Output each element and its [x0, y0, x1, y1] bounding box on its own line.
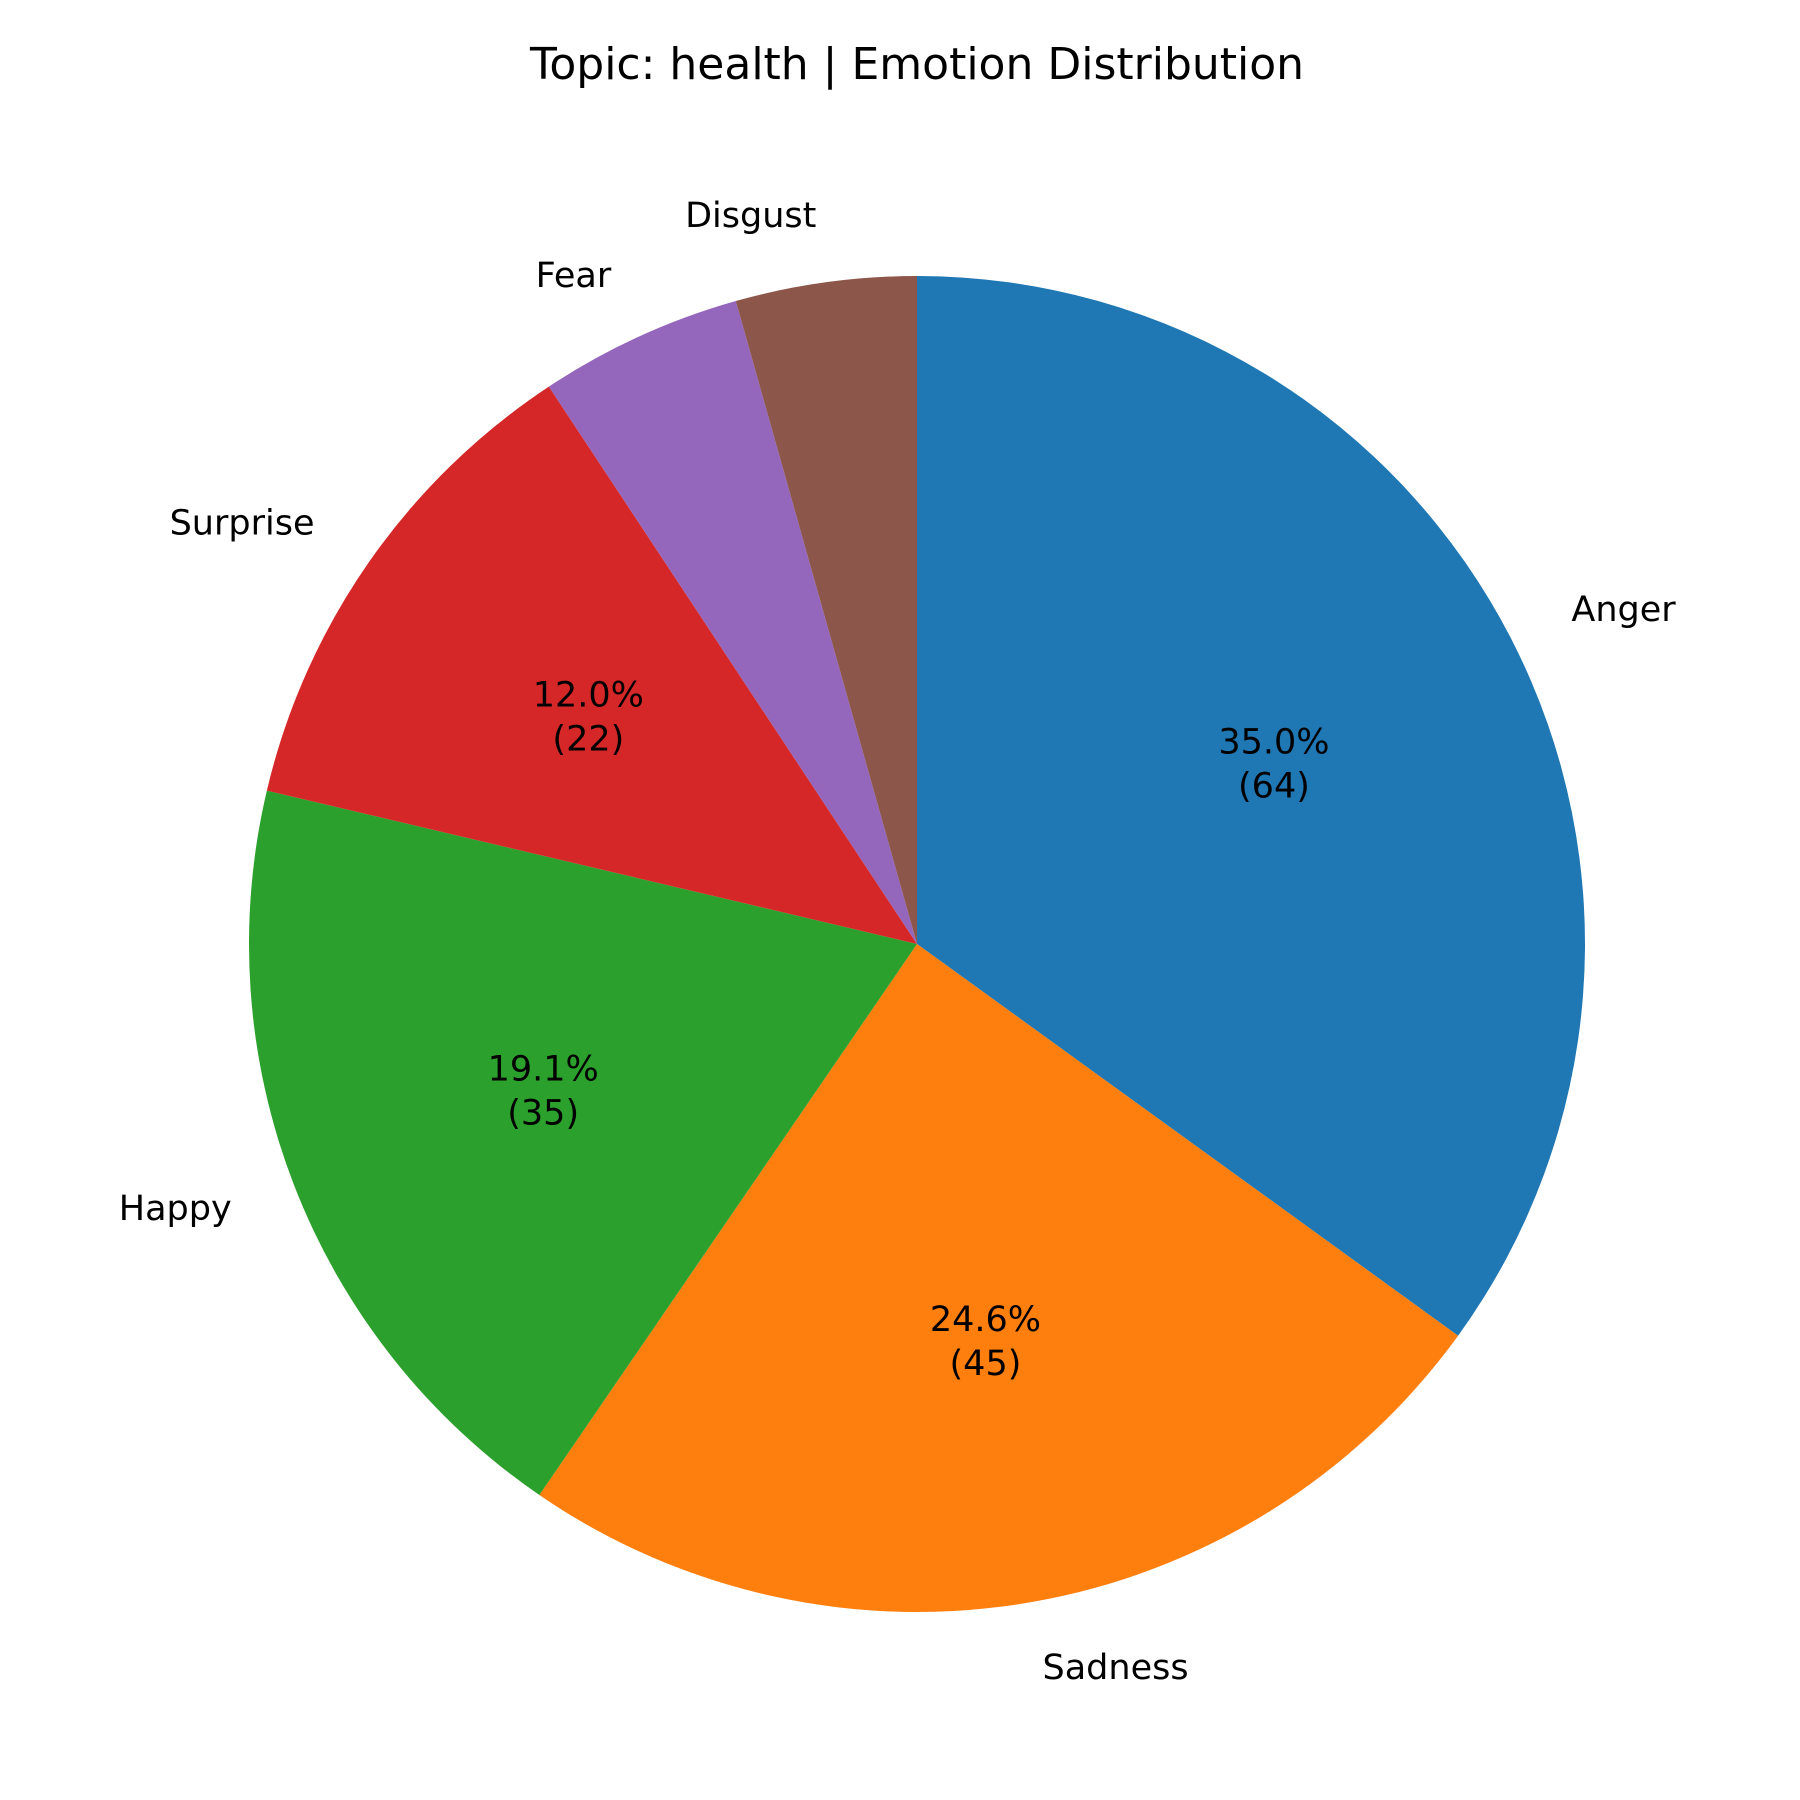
- pie-slice-surprise: [266, 386, 918, 944]
- pie-slice-sadness: [539, 944, 1459, 1612]
- slice-label-happy: Happy: [119, 1189, 232, 1229]
- slice-label-disgust: Disgust: [685, 196, 816, 236]
- pie-labels: Anger 35.0% (64) Sadness 24.6% (45) Happy 19.1%…: [119, 196, 1677, 1688]
- slice-label-fear: Fear: [536, 256, 612, 296]
- pie-slices: [248, 276, 1586, 1612]
- slice-label-anger: Anger: [1571, 590, 1676, 630]
- pie-slice-anger: [917, 276, 1586, 1336]
- pie-slice-happy: [248, 790, 917, 1496]
- slice-label-sadness: Sadness: [1043, 1648, 1189, 1688]
- slice-value-label-sadness: 24.6% (45): [930, 1300, 1041, 1384]
- slice-value-label-anger: 35.0% (64): [1218, 723, 1329, 807]
- slice-value-label-surprise: 12.0% (22): [533, 676, 644, 760]
- slice-value-label-happy: 19.1% (35): [488, 1050, 599, 1134]
- chart-title: Topic: health | Emotion Distribution: [529, 39, 1304, 90]
- slice-label-surprise: Surprise: [170, 503, 315, 543]
- pie-slice-fear: [548, 301, 917, 944]
- pie-slice-disgust: [735, 276, 917, 944]
